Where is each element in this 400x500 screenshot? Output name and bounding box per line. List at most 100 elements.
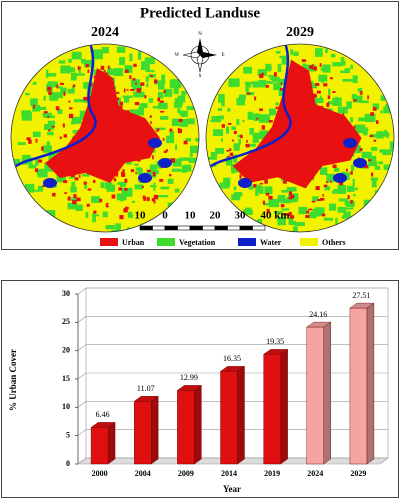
urban-patch bbox=[177, 128, 183, 134]
urban-patch bbox=[60, 82, 64, 85]
vegetation-patch bbox=[280, 198, 292, 204]
vegetation-patch bbox=[57, 109, 63, 114]
chart: 0 5 10 15 20 25 30 2000 6.46 2004 11.07 2009 12.99 20… bbox=[62, 287, 389, 478]
vegetation-patch bbox=[237, 134, 243, 138]
vegetation-patch bbox=[188, 157, 199, 163]
urban-patch bbox=[129, 75, 132, 79]
urban-patch bbox=[226, 150, 230, 152]
vegetation-patch bbox=[383, 164, 392, 170]
panel-label: 2024 bbox=[91, 25, 119, 40]
vegetation-patch bbox=[134, 163, 139, 166]
vegetation-patch bbox=[154, 127, 166, 130]
urban-patch bbox=[133, 63, 137, 67]
vegetation-patch bbox=[324, 186, 331, 191]
vegetation-patch bbox=[22, 154, 31, 161]
vegetation-patch bbox=[172, 158, 182, 167]
urban-patch bbox=[352, 99, 357, 102]
vegetation-patch bbox=[263, 81, 274, 84]
urban-patch bbox=[323, 83, 328, 87]
urban-patch bbox=[338, 181, 344, 186]
vegetation-patch bbox=[121, 187, 133, 197]
vegetation-patch bbox=[323, 217, 334, 221]
urban-patch bbox=[62, 149, 66, 152]
urban-patch bbox=[265, 84, 269, 88]
scale-label: 10 bbox=[135, 210, 147, 222]
x-tick-label: 2029 bbox=[350, 469, 366, 478]
grid-line bbox=[77, 344, 388, 351]
urban-patch bbox=[70, 168, 75, 172]
urban-patch bbox=[104, 72, 109, 75]
legend-label: Others bbox=[322, 238, 346, 247]
y-tick-label: 10 bbox=[62, 402, 70, 411]
urban-patch bbox=[163, 150, 167, 153]
urban-patch bbox=[368, 159, 372, 162]
scale-label: 0 bbox=[162, 210, 168, 222]
vegetation-patch bbox=[275, 102, 279, 106]
scale-label: 20 bbox=[210, 210, 222, 222]
urban-patch bbox=[301, 59, 307, 62]
scale-label: 10 bbox=[185, 210, 197, 222]
scale-label: 40 km bbox=[260, 210, 289, 222]
urban-patch bbox=[143, 196, 147, 201]
vegetation-patch bbox=[73, 99, 85, 103]
vegetation-patch bbox=[70, 72, 77, 81]
urban-patch bbox=[296, 84, 300, 87]
value-label: 6.46 bbox=[96, 410, 110, 419]
scale-bar: 10 0 10 20 30 40 km bbox=[135, 210, 290, 231]
urban-patch bbox=[292, 103, 297, 109]
urban-patch bbox=[93, 75, 96, 79]
urban-patch bbox=[311, 200, 316, 203]
urban-patch bbox=[315, 186, 320, 191]
vegetation-patch bbox=[137, 168, 143, 175]
vegetation-patch bbox=[190, 145, 199, 154]
urban-patch bbox=[38, 159, 43, 163]
urban-patch bbox=[86, 203, 90, 207]
urban-patch bbox=[326, 155, 329, 160]
vegetation-patch bbox=[255, 187, 259, 196]
vegetation-patch bbox=[46, 141, 51, 148]
vegetation-patch bbox=[242, 119, 245, 123]
urban-patch bbox=[178, 118, 183, 122]
vegetation-patch bbox=[100, 182, 105, 189]
urban-patch bbox=[151, 198, 155, 202]
urban-patch bbox=[116, 91, 120, 94]
vegetation-patch bbox=[243, 66, 253, 74]
urban-patch bbox=[315, 82, 320, 86]
urban-patch bbox=[119, 215, 124, 220]
urban-patch bbox=[149, 115, 152, 118]
vegetation-patch bbox=[211, 116, 221, 123]
vegetation-patch bbox=[123, 95, 130, 103]
vegetation-patch bbox=[380, 110, 383, 114]
urban-patch bbox=[305, 214, 310, 219]
water-body bbox=[158, 158, 172, 168]
urban-patch bbox=[47, 86, 52, 91]
vegetation-patch bbox=[119, 57, 126, 66]
urban-patch bbox=[330, 77, 333, 80]
vegetation-patch bbox=[43, 112, 52, 118]
vegetation-patch bbox=[157, 166, 162, 169]
urban-patch bbox=[124, 178, 128, 183]
urban-patch bbox=[335, 129, 339, 131]
map-panel-border bbox=[1, 1, 399, 250]
vegetation-patch bbox=[326, 173, 335, 183]
urban-patch bbox=[135, 171, 137, 175]
urban-patch bbox=[244, 157, 248, 162]
urban-patch bbox=[229, 148, 232, 151]
water-body bbox=[353, 158, 367, 168]
urban-patch bbox=[62, 123, 65, 128]
urban-patch bbox=[117, 111, 121, 116]
vegetation-patch bbox=[175, 144, 178, 150]
urban-patch bbox=[150, 121, 152, 124]
x-tick-label: 2019 bbox=[264, 469, 280, 478]
urban-patch bbox=[111, 170, 116, 175]
vegetation-patch bbox=[272, 76, 280, 83]
urban-patch bbox=[282, 180, 287, 184]
bar-side bbox=[194, 385, 202, 465]
vegetation-patch bbox=[233, 186, 237, 191]
vegetation-patch bbox=[344, 173, 350, 180]
urban-patch bbox=[183, 140, 188, 145]
vegetation-patch bbox=[45, 73, 57, 77]
urban-patch bbox=[280, 88, 284, 91]
urban-patch bbox=[325, 181, 329, 184]
urban-patch bbox=[140, 133, 144, 139]
